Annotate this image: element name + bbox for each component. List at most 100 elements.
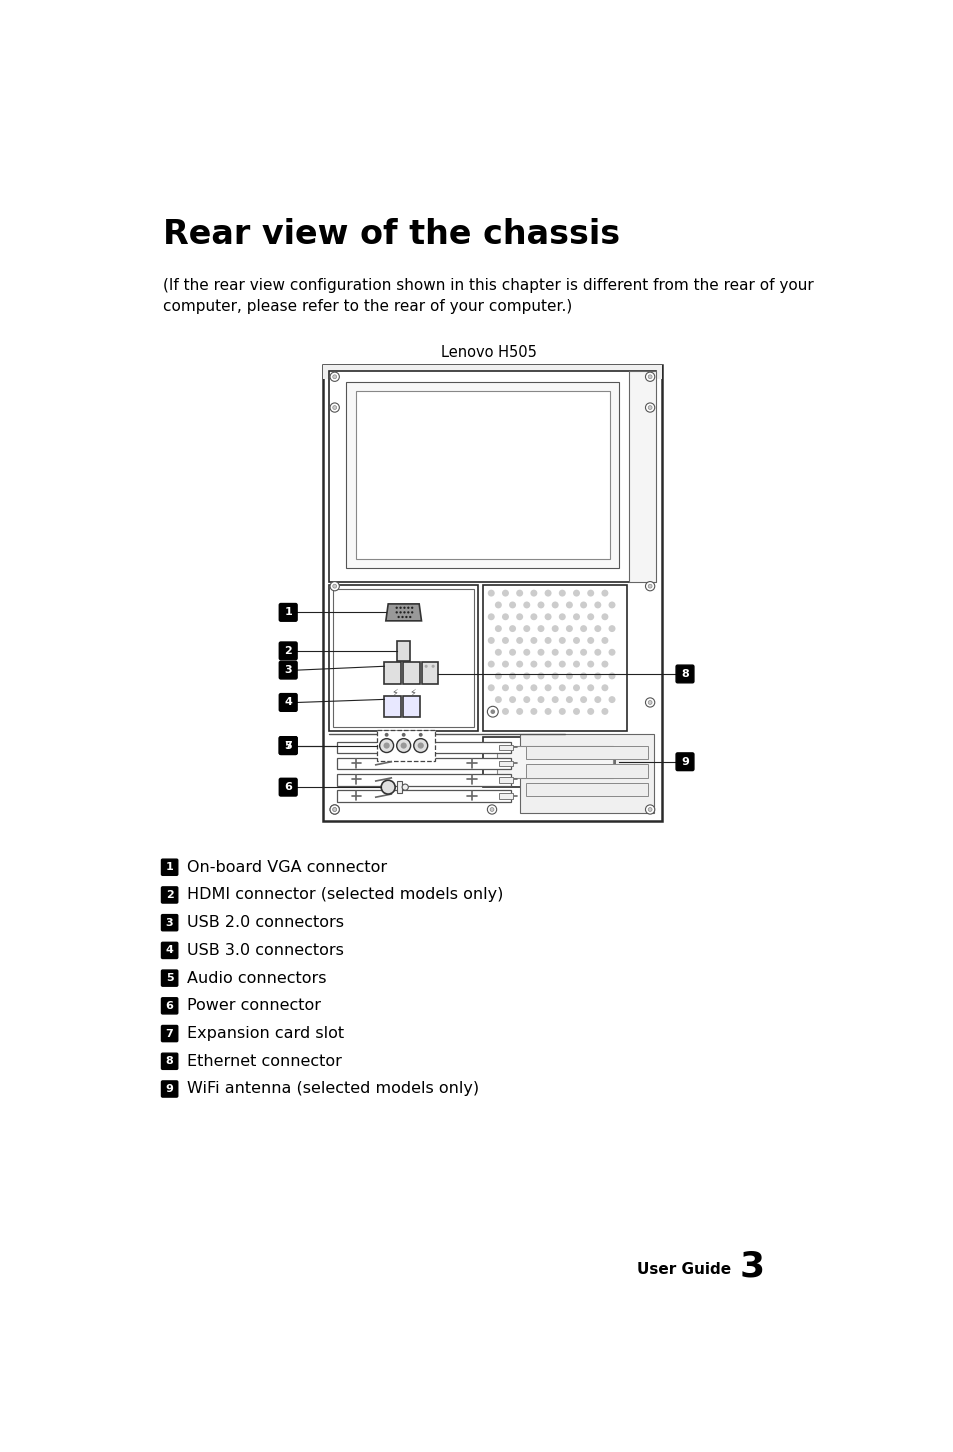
Circle shape [395, 607, 397, 608]
Bar [323, 366, 661, 820]
Bar [519, 735, 654, 813]
Bar [402, 696, 419, 717]
Text: 7: 7 [166, 1028, 173, 1038]
Circle shape [501, 661, 508, 668]
Circle shape [330, 804, 339, 815]
Bar [397, 781, 402, 793]
Text: 8: 8 [680, 669, 688, 680]
Circle shape [600, 613, 608, 620]
Circle shape [600, 684, 608, 691]
Circle shape [399, 607, 401, 608]
FancyBboxPatch shape [161, 1053, 177, 1069]
Circle shape [587, 661, 594, 668]
Circle shape [608, 649, 615, 656]
FancyBboxPatch shape [279, 661, 296, 680]
Circle shape [516, 684, 522, 691]
Text: 8: 8 [166, 1056, 173, 1066]
Circle shape [516, 709, 522, 714]
Circle shape [551, 601, 558, 608]
Circle shape [400, 742, 406, 749]
Circle shape [523, 672, 530, 680]
Bar [498, 777, 513, 783]
Circle shape [403, 607, 405, 608]
Text: USB 2.0 connectors: USB 2.0 connectors [187, 915, 343, 931]
Text: On-board VGA connector: On-board VGA connector [187, 860, 386, 874]
Circle shape [594, 601, 600, 608]
Circle shape [411, 611, 413, 614]
Circle shape [537, 626, 544, 632]
Text: 5: 5 [166, 973, 173, 983]
Circle shape [544, 637, 551, 643]
Circle shape [333, 807, 336, 812]
Circle shape [587, 684, 594, 691]
Text: 6: 6 [284, 783, 292, 793]
Bar [402, 662, 419, 684]
Circle shape [530, 613, 537, 620]
FancyBboxPatch shape [161, 1080, 177, 1098]
Bar [346, 382, 618, 569]
Circle shape [558, 684, 565, 691]
Bar [333, 590, 474, 727]
FancyBboxPatch shape [279, 642, 296, 659]
Circle shape [509, 626, 516, 632]
Text: 3: 3 [284, 665, 292, 675]
Circle shape [558, 709, 565, 714]
Circle shape [495, 601, 501, 608]
Text: Expansion card slot: Expansion card slot [187, 1027, 343, 1041]
Bar [323, 366, 661, 379]
Circle shape [565, 626, 573, 632]
Circle shape [495, 696, 501, 703]
Circle shape [587, 637, 594, 643]
Bar [498, 761, 513, 767]
Bar [329, 372, 655, 582]
Text: 1: 1 [284, 607, 292, 617]
Circle shape [551, 649, 558, 656]
Polygon shape [385, 604, 421, 621]
Circle shape [565, 601, 573, 608]
Circle shape [487, 684, 495, 691]
Circle shape [384, 733, 388, 736]
Circle shape [487, 804, 497, 815]
Circle shape [565, 696, 573, 703]
FancyBboxPatch shape [279, 778, 296, 796]
Circle shape [573, 590, 579, 597]
Circle shape [381, 780, 395, 794]
Circle shape [523, 696, 530, 703]
FancyBboxPatch shape [161, 887, 177, 903]
Circle shape [579, 672, 586, 680]
Circle shape [399, 611, 401, 614]
Text: 9: 9 [680, 756, 688, 767]
Circle shape [330, 372, 339, 382]
Circle shape [379, 739, 394, 752]
FancyBboxPatch shape [676, 754, 693, 771]
Circle shape [509, 601, 516, 608]
Circle shape [558, 661, 565, 668]
Circle shape [530, 590, 537, 597]
Circle shape [600, 661, 608, 668]
Circle shape [501, 613, 508, 620]
Circle shape [573, 709, 579, 714]
Circle shape [523, 626, 530, 632]
FancyBboxPatch shape [161, 942, 177, 958]
FancyBboxPatch shape [676, 665, 693, 682]
Circle shape [330, 804, 339, 815]
Circle shape [537, 601, 544, 608]
Circle shape [594, 626, 600, 632]
Text: 9: 9 [166, 1085, 173, 1093]
Circle shape [537, 672, 544, 680]
Circle shape [594, 696, 600, 703]
Circle shape [530, 661, 537, 668]
FancyBboxPatch shape [161, 998, 177, 1013]
Circle shape [431, 665, 435, 668]
Bar [525, 783, 647, 796]
Text: 4: 4 [284, 697, 292, 707]
Circle shape [330, 402, 339, 412]
Text: 4: 4 [166, 945, 173, 955]
Text: User Guide: User Guide [637, 1262, 730, 1276]
Bar [422, 662, 437, 684]
Bar [336, 790, 510, 802]
Circle shape [495, 649, 501, 656]
Circle shape [645, 804, 654, 815]
Text: Audio connectors: Audio connectors [187, 970, 326, 986]
Circle shape [551, 672, 558, 680]
